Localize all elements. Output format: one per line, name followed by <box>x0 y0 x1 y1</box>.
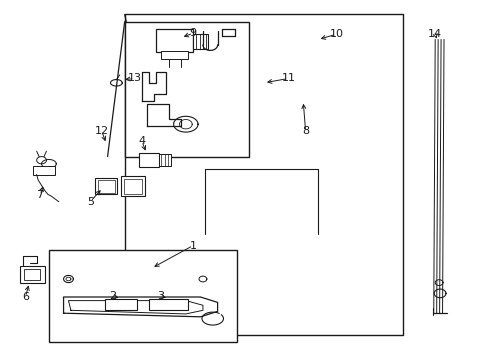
Bar <box>149 299 188 310</box>
Bar <box>121 176 144 196</box>
Bar <box>159 154 171 166</box>
Text: 9: 9 <box>189 28 196 38</box>
Bar <box>124 22 249 157</box>
Bar <box>95 178 117 194</box>
Bar <box>33 166 55 175</box>
Text: 5: 5 <box>87 197 94 207</box>
Text: 2: 2 <box>109 291 116 301</box>
Text: 4: 4 <box>138 136 145 146</box>
Bar <box>156 29 193 52</box>
Bar <box>49 250 237 342</box>
Text: 10: 10 <box>329 29 343 39</box>
Bar <box>193 34 207 49</box>
Bar <box>98 180 115 193</box>
Text: 13: 13 <box>127 73 141 84</box>
Text: 6: 6 <box>22 292 29 302</box>
Bar <box>161 51 188 59</box>
Bar <box>139 153 159 167</box>
Text: 12: 12 <box>95 126 108 136</box>
Bar <box>105 299 137 310</box>
Text: 8: 8 <box>302 126 308 136</box>
Text: 3: 3 <box>157 291 163 301</box>
Text: 1: 1 <box>189 240 196 251</box>
Bar <box>20 266 45 283</box>
Bar <box>123 179 142 194</box>
Text: 14: 14 <box>427 29 441 39</box>
Bar <box>24 269 40 280</box>
Text: 7: 7 <box>37 190 43 200</box>
Text: 11: 11 <box>281 73 295 84</box>
